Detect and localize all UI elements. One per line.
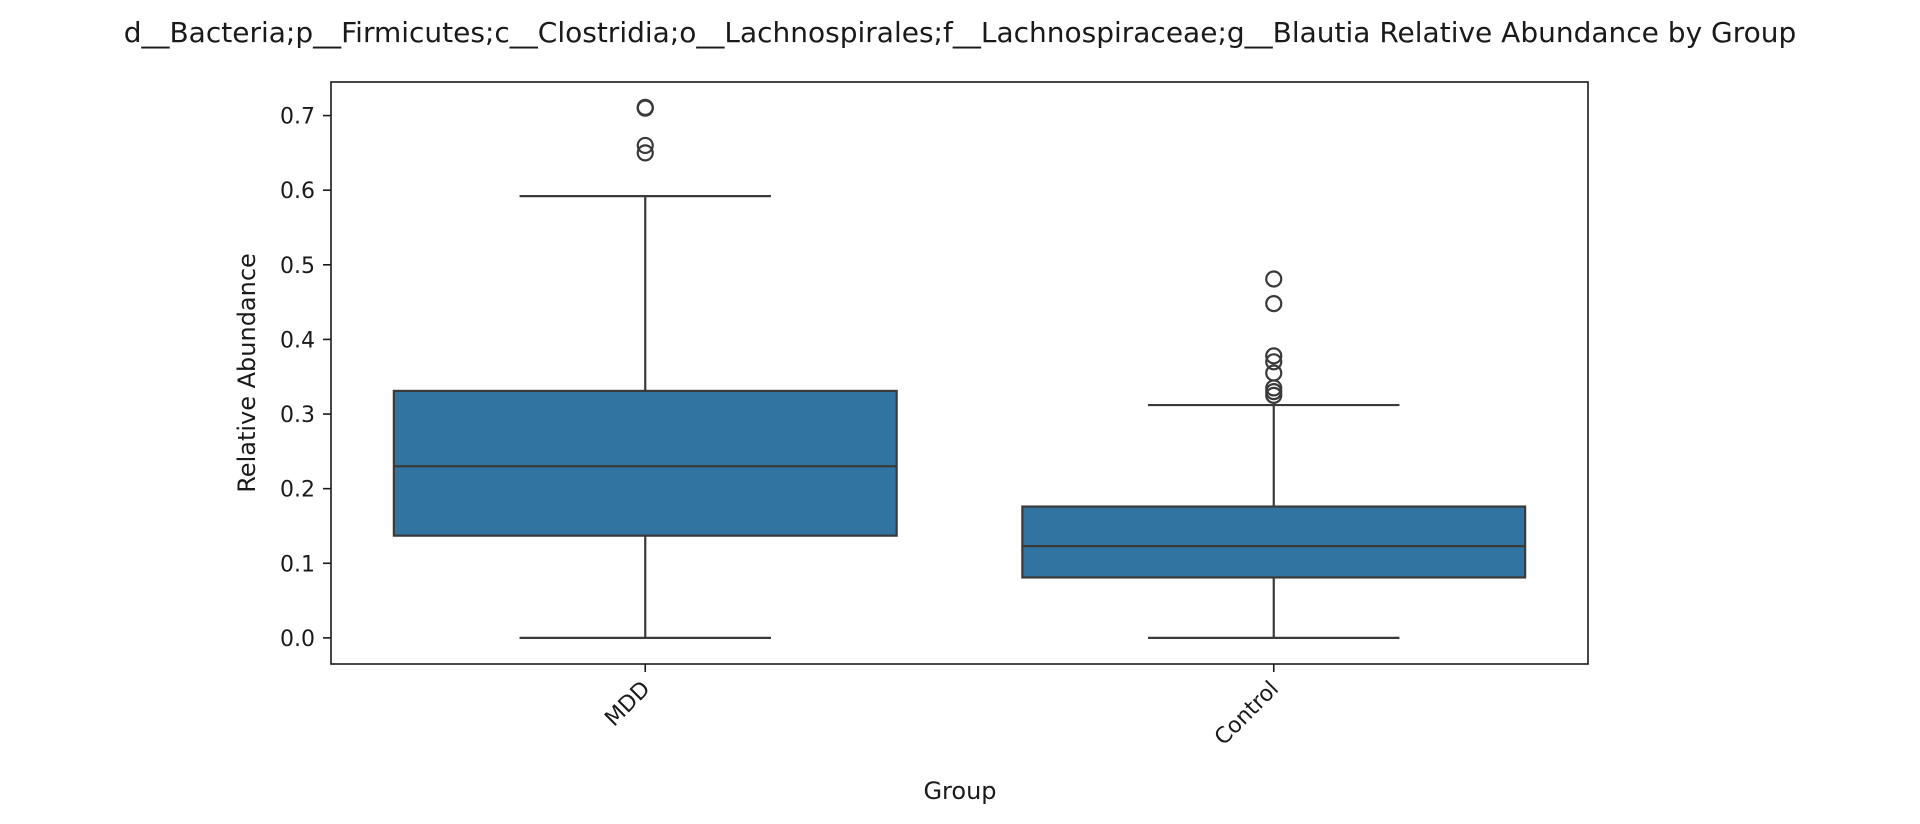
outlier-point	[1265, 347, 1283, 365]
y-tick-label: 0.5	[280, 254, 315, 279]
y-tick-label: 0.6	[280, 179, 315, 204]
chart-title: d__Bacteria;p__Firmicutes;c__Clostridia;…	[124, 16, 1797, 49]
outlier-point	[636, 144, 654, 162]
box-group-control	[1021, 270, 1527, 639]
y-tick-label: 0.2	[280, 478, 315, 503]
outlier-point	[1265, 270, 1283, 288]
plot-area	[392, 98, 1527, 639]
outlier-point	[636, 98, 654, 116]
iqr-box	[392, 389, 898, 537]
x-axis: MDD Control	[600, 664, 1284, 750]
outlier-point	[1265, 295, 1283, 313]
y-tick-label: 0.0	[280, 627, 315, 652]
outlier-point	[1265, 364, 1283, 382]
y-tick-label: 0.7	[280, 105, 315, 130]
x-tick-label: Control	[1210, 677, 1284, 751]
y-axis-label: Relative Abundance	[233, 253, 261, 493]
outlier-point	[1265, 353, 1283, 371]
x-tick-label: MDD	[600, 677, 655, 732]
y-tick-label: 0.3	[280, 403, 315, 428]
box-group-mdd	[392, 98, 898, 639]
y-tick-label: 0.1	[280, 552, 315, 577]
iqr-box	[1021, 505, 1527, 579]
y-tick-label: 0.4	[280, 328, 315, 353]
y-axis: 0.0 0.1 0.2 0.3 0.4 0.5 0.6 0.7	[280, 105, 331, 652]
outlier-point	[636, 136, 654, 155]
x-axis-label: Group	[923, 777, 996, 805]
plot-frame	[330, 81, 1589, 665]
